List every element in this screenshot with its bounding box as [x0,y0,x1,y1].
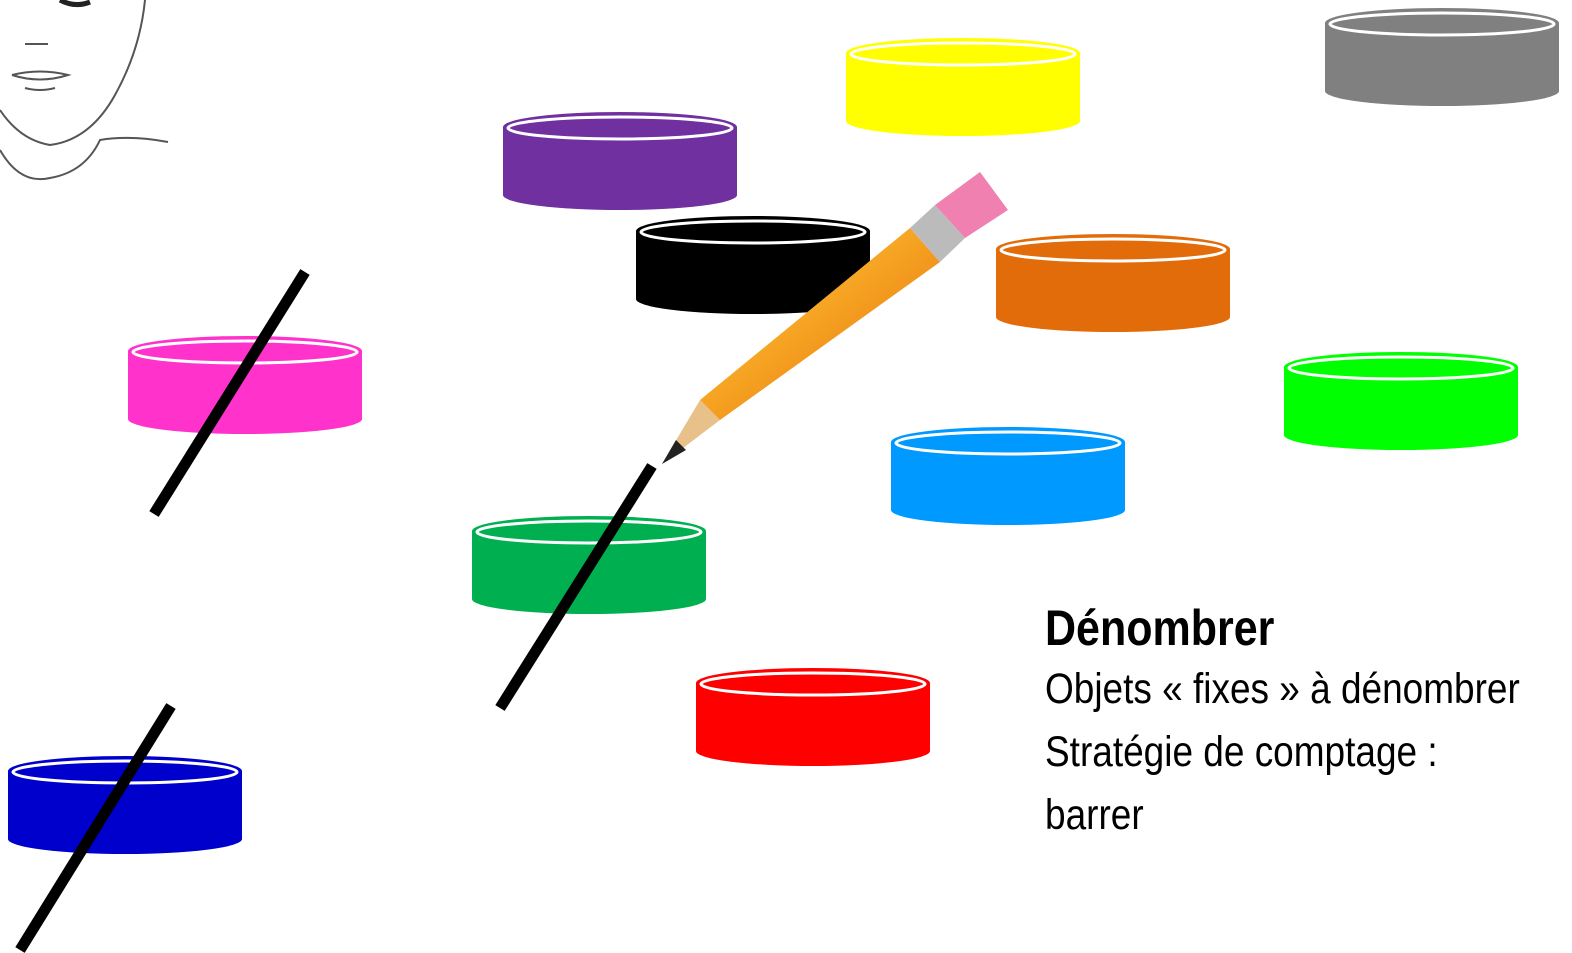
text-block: Dénombrer Objets « fixes » à dénombrer S… [1045,598,1520,847]
heading: Dénombrer [1045,598,1520,658]
face-sketch [0,0,168,179]
pencil [662,172,1008,464]
puck [696,668,930,766]
puck [891,427,1125,525]
puck [846,38,1080,136]
puck [128,336,362,434]
slide: Dénombrer Objets « fixes » à dénombrer S… [0,0,1572,953]
text-line: Stratégie de comptage : [1045,721,1520,784]
puck [1284,352,1518,450]
puck [996,234,1230,332]
puck [503,112,737,210]
text-line: barrer [1045,784,1520,847]
puck [1325,8,1559,106]
text-line: Objets « fixes » à dénombrer [1045,658,1520,721]
